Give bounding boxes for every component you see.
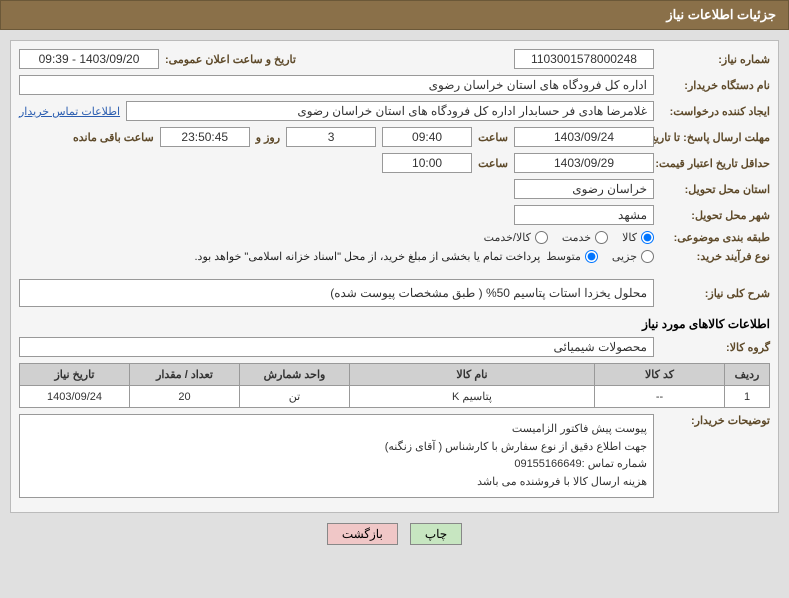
city-label: شهر محل تحویل:	[660, 209, 770, 222]
need-number-label: شماره نیاز:	[660, 53, 770, 66]
goods-group-value: محصولات شیمیائی	[19, 337, 654, 357]
table-header: واحد شمارش	[240, 364, 350, 386]
note-line: هزینه ارسال کالا با فروشنده می باشد	[26, 474, 647, 492]
page-header: جزئیات اطلاعات نیاز	[0, 0, 789, 30]
deadline-remaining: 23:50:45	[160, 127, 250, 147]
table-cell: --	[595, 386, 725, 408]
buyer-notes-label: توضیحات خریدار:	[660, 414, 770, 427]
note-line: شماره تماس :09155166649	[26, 456, 647, 474]
goods-section-title: اطلاعات کالاهای مورد نیاز	[19, 317, 770, 331]
details-panel: شماره نیاز: 1103001578000248 تاریخ و ساع…	[10, 40, 779, 513]
buyer-org-label: نام دستگاه خریدار:	[660, 79, 770, 92]
table-cell: 1	[725, 386, 770, 408]
table-header: نام کالا	[350, 364, 595, 386]
category-radio-group: کالا خدمت کالا/خدمت	[484, 231, 654, 244]
deadline-date: 1403/09/24	[514, 127, 654, 147]
deadline-days: 3	[286, 127, 376, 147]
table-header: تاریخ نیاز	[20, 364, 130, 386]
city-value: مشهد	[514, 205, 654, 225]
requester-label: ایجاد کننده درخواست:	[660, 105, 770, 118]
validity-date: 1403/09/29	[514, 153, 654, 173]
goods-group-label: گروه کالا:	[660, 341, 770, 354]
category-option-2[interactable]: کالا/خدمت	[484, 231, 548, 244]
category-option-1[interactable]: خدمت	[562, 231, 608, 244]
validity-time-label: ساعت	[478, 157, 508, 170]
purchase-option-0[interactable]: جزیی	[612, 250, 654, 263]
back-button[interactable]: بازگشت	[327, 523, 398, 545]
days-label: روز و	[256, 131, 280, 144]
purchase-type-radio-group: جزیی متوسط	[546, 250, 654, 263]
table-cell: 1403/09/24	[20, 386, 130, 408]
deadline-label: مهلت ارسال پاسخ: تا تاریخ:	[660, 131, 770, 144]
buyer-notes-box: پیوست پیش فاکتور الزامیستجهت اطلاع دقیق …	[19, 414, 654, 498]
purchase-note: پرداخت تمام یا بخشی از مبلغ خرید، از محل…	[195, 250, 541, 263]
note-line: جهت اطلاع دقیق از نوع سفارش با کارشناس (…	[26, 439, 647, 457]
table-header: ردیف	[725, 364, 770, 386]
province-label: استان محل تحویل:	[660, 183, 770, 196]
need-number-value: 1103001578000248	[514, 49, 654, 69]
requester-value: غلامرضا هادی فر حسابدار اداره کل فرودگاه…	[126, 101, 654, 121]
validity-time: 10:00	[382, 153, 472, 173]
note-line: پیوست پیش فاکتور الزامیست	[26, 421, 647, 439]
table-row: 1--پتاسیم Kتن201403/09/24	[20, 386, 770, 408]
purchase-type-label: نوع فرآیند خرید:	[660, 250, 770, 263]
validity-label: حداقل تاریخ اعتبار قیمت: تا تاریخ:	[660, 157, 770, 170]
goods-table: ردیفکد کالانام کالاواحد شمارشتعداد / مقد…	[19, 363, 770, 408]
buyer-org-value: اداره کل فرودگاه های استان خراسان رضوی	[19, 75, 654, 95]
deadline-time: 09:40	[382, 127, 472, 147]
table-cell: 20	[130, 386, 240, 408]
print-button[interactable]: چاپ	[410, 523, 462, 545]
purchase-option-1[interactable]: متوسط	[546, 250, 598, 263]
table-header: کد کالا	[595, 364, 725, 386]
contact-link[interactable]: اطلاعات تماس خریدار	[19, 105, 120, 118]
page-title: جزئیات اطلاعات نیاز	[666, 7, 776, 22]
province-value: خراسان رضوی	[514, 179, 654, 199]
table-header: تعداد / مقدار	[130, 364, 240, 386]
remaining-label: ساعت باقی مانده	[73, 131, 154, 144]
button-row: چاپ بازگشت	[0, 523, 789, 545]
table-cell: پتاسیم K	[350, 386, 595, 408]
category-label: طبقه بندی موضوعی:	[660, 231, 770, 244]
deadline-time-label: ساعت	[478, 131, 508, 144]
summary-value: محلول یخزدا استات پتاسیم 50% ( طبق مشخصا…	[19, 279, 654, 307]
category-option-0[interactable]: کالا	[622, 231, 654, 244]
announce-label: تاریخ و ساعت اعلان عمومی:	[165, 53, 296, 66]
summary-label: شرح کلی نیاز:	[660, 287, 770, 300]
table-cell: تن	[240, 386, 350, 408]
announce-value: 1403/09/20 - 09:39	[19, 49, 159, 69]
